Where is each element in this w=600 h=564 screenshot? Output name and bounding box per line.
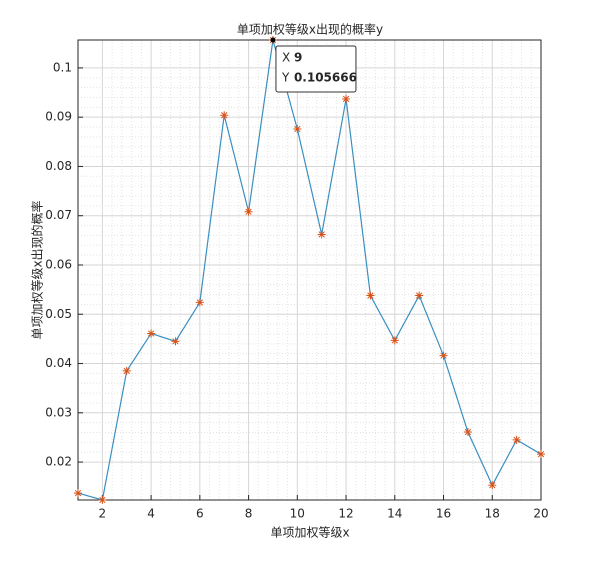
y-tick-label: 0.03 [45, 405, 72, 419]
x-tick-label: 12 [338, 507, 353, 521]
y-tick-label: 0.02 [45, 455, 72, 469]
marker [220, 111, 229, 120]
x-tick-label: 8 [245, 507, 253, 521]
y-tick-label: 0.06 [45, 257, 72, 271]
chart-title: 单项加权等级x出现的概率y [237, 22, 383, 37]
marker [439, 351, 448, 360]
marker [171, 337, 180, 346]
marker [488, 481, 497, 490]
marker [293, 125, 302, 134]
y-tick-label: 0.09 [45, 110, 72, 124]
marker [342, 94, 351, 103]
marker [195, 298, 204, 307]
marker [415, 291, 424, 300]
marker [537, 450, 545, 459]
marker [122, 366, 131, 375]
datatip-x-label: X [282, 51, 290, 65]
x-tick-label: 20 [533, 507, 548, 521]
x-tick-label: 4 [147, 507, 155, 521]
y-axis-label: 单项加权等级x出现的概率 [30, 200, 45, 339]
data-line [77, 39, 542, 501]
datatip-y-value: 0.105666 [294, 71, 357, 85]
datatip-point [270, 37, 276, 43]
datatip-box [275, 45, 357, 93]
y-tick-label: 0.07 [45, 208, 72, 222]
x-tick-label: 18 [485, 507, 500, 521]
x-tick-label: 6 [196, 507, 204, 521]
x-tick-label: 10 [290, 507, 305, 521]
x-tick-label: 14 [387, 507, 402, 521]
x-tick-label: 16 [436, 507, 451, 521]
y-tick-label: 0.04 [45, 356, 72, 370]
x-tick-label: 2 [99, 507, 107, 521]
marker [244, 207, 253, 216]
marker [463, 428, 472, 437]
marker [390, 336, 399, 345]
axes-box [77, 39, 542, 501]
marker [98, 496, 107, 504]
datatip-x-value: 9 [294, 51, 302, 65]
x-axis-label: 单项加权等级x [270, 526, 349, 540]
datatip: X 9Y 0.105666 [275, 45, 357, 93]
marker [74, 489, 82, 498]
marker [366, 291, 375, 300]
marker [147, 329, 156, 338]
marker [317, 230, 326, 239]
datatip-y-label: Y [281, 71, 290, 85]
marker [512, 435, 521, 444]
y-tick-label: 0.08 [45, 159, 72, 173]
y-tick-label: 0.05 [45, 307, 72, 321]
y-tick-label: 0.1 [53, 60, 72, 74]
